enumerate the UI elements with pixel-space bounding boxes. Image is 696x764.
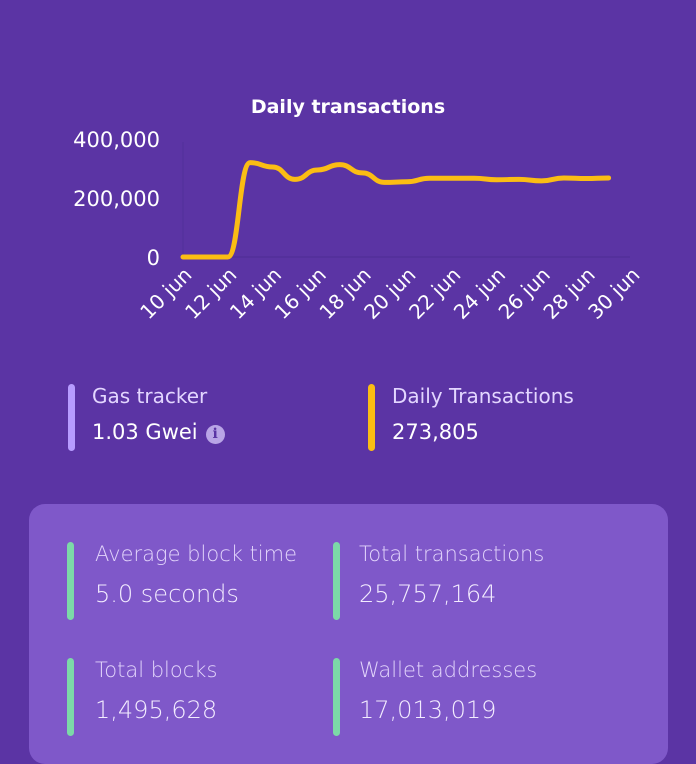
stat-bar: [67, 542, 74, 620]
stat-value: 5.0 seconds: [95, 580, 239, 608]
stat-label: Total blocks: [95, 658, 218, 682]
stat-label: Average block time: [95, 542, 298, 566]
stat-label: Total transactions: [359, 542, 545, 566]
stats-card: Average block time 5.0 seconds Total tra…: [29, 504, 668, 764]
daily-value: 273,805: [392, 420, 479, 444]
stat-bar: [333, 542, 340, 620]
y-tick-label: 400,000: [73, 128, 160, 152]
stat-label: Wallet addresses: [359, 658, 538, 682]
info-icon[interactable]: i: [205, 425, 225, 444]
y-tick-label: 0: [147, 246, 160, 270]
gas-bar: [68, 384, 75, 451]
y-tick-label: 200,000: [73, 187, 160, 211]
stat-bar: [333, 658, 340, 736]
gas-label: Gas tracker: [92, 384, 208, 408]
stat-bar: [67, 658, 74, 736]
x-tick-label: 30 jun: [583, 263, 644, 324]
stat-value: 25,757,164: [359, 580, 497, 608]
stat-value: 1,495,628: [95, 696, 218, 724]
gas-value: 1.03 Gwei: [92, 420, 198, 444]
stat-value: 17,013,019: [359, 696, 497, 724]
series-line: [180, 160, 612, 260]
daily-bar: [368, 384, 375, 451]
daily-label: Daily Transactions: [392, 384, 574, 408]
chart-title: Daily transactions: [251, 96, 445, 118]
